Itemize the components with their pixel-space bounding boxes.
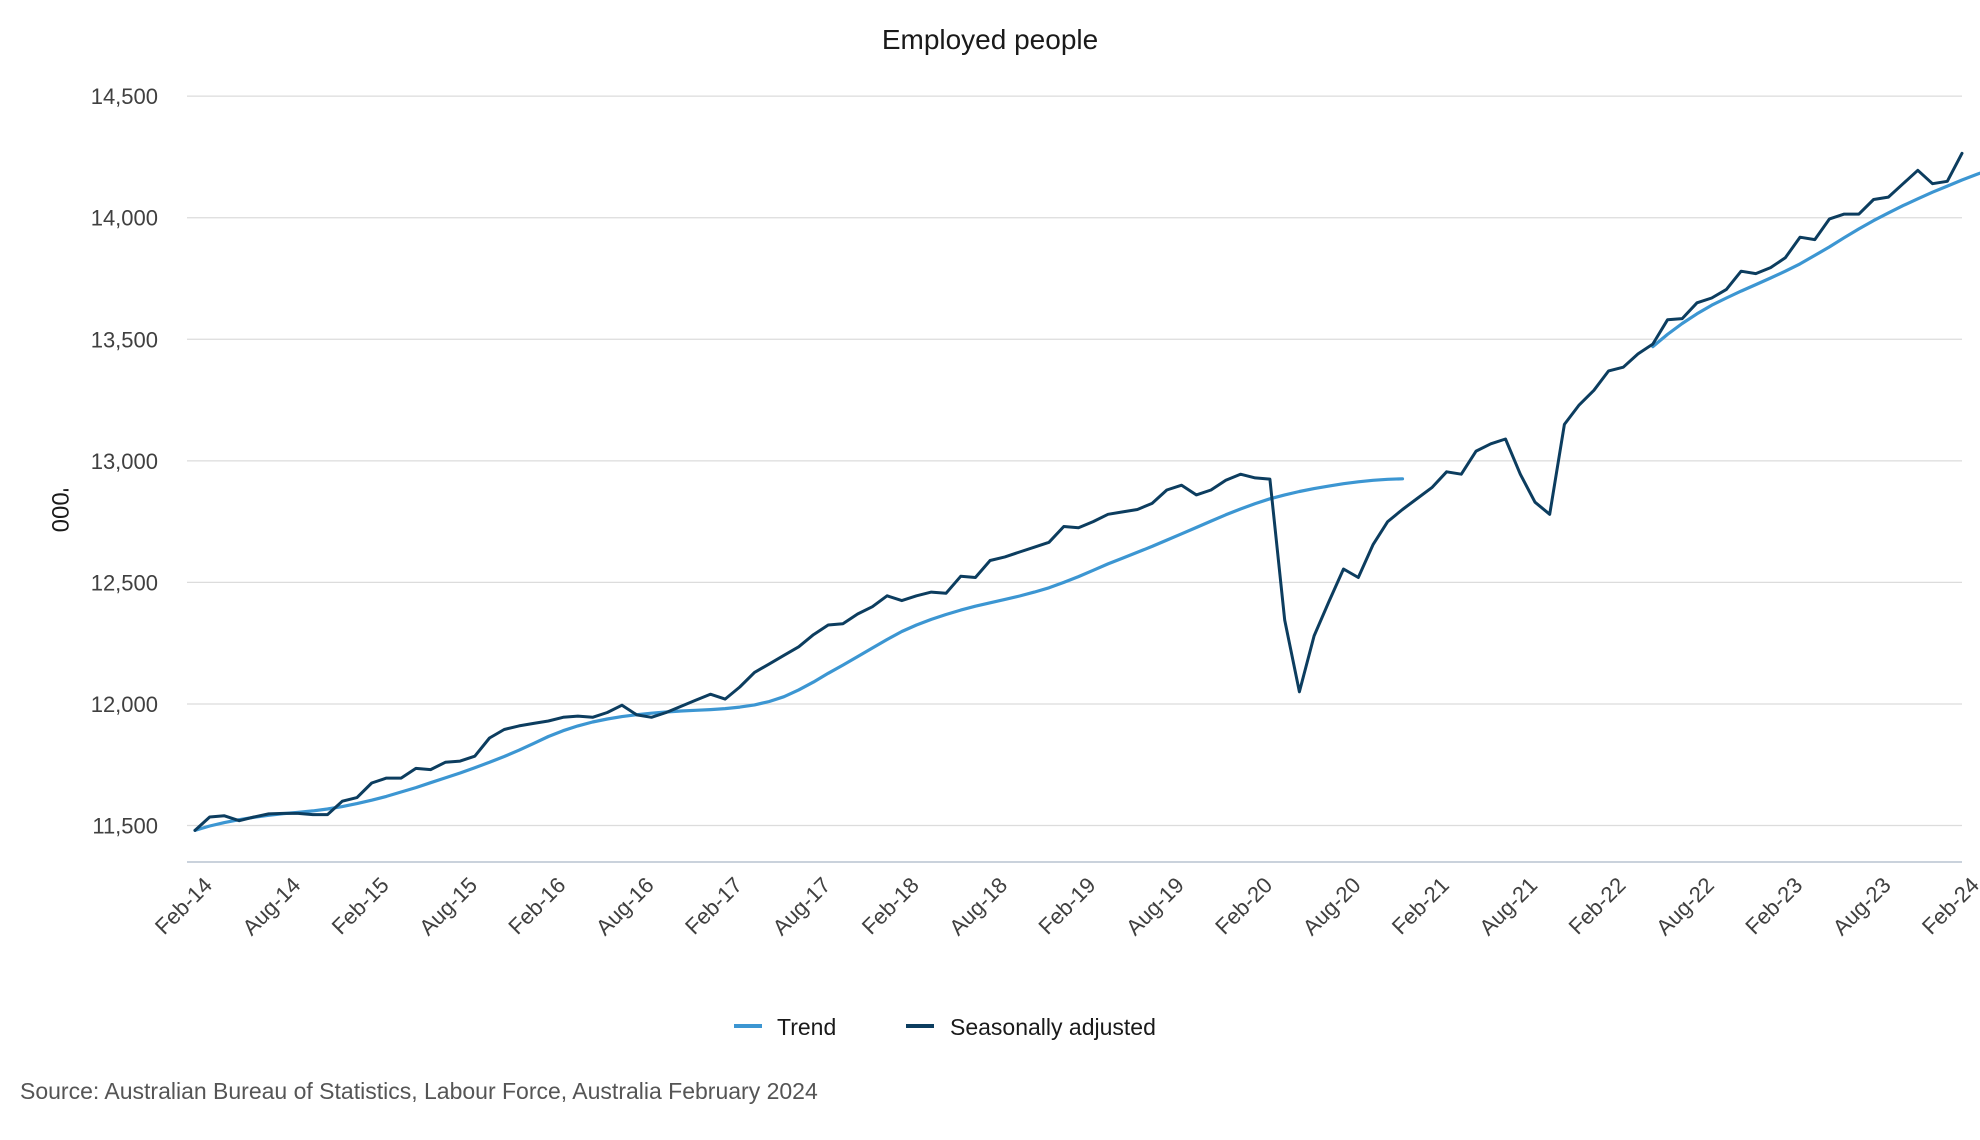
y-tick-label: 11,500	[92, 814, 158, 839]
series-line	[193, 151, 1964, 832]
series-line	[1651, 171, 1980, 349]
x-tick: Feb-17	[680, 872, 747, 939]
x-tick-label: Feb-24	[1917, 872, 1980, 939]
x-tick-label: Feb-14	[150, 872, 217, 939]
x-tick: Feb-21	[1387, 872, 1454, 939]
x-tick-label: Aug-21	[1474, 872, 1542, 940]
x-tick: Feb-19	[1034, 872, 1101, 939]
y-tick-label: 13,500	[91, 327, 158, 352]
x-tick: Feb-14	[150, 872, 217, 939]
x-tick: Feb-24	[1917, 872, 1980, 939]
x-tick-label: Feb-16	[503, 872, 570, 939]
x-tick-label: Aug-15	[414, 872, 482, 940]
legend-label: Seasonally adjusted	[950, 1014, 1156, 1040]
x-tick-label: Feb-18	[857, 872, 924, 939]
y-tick-label: 12,500	[91, 570, 158, 595]
series-line	[193, 477, 1405, 833]
y-axis-label: '000	[46, 488, 73, 533]
x-tick: Aug-20	[1298, 872, 1366, 940]
x-tick: Aug-15	[414, 872, 482, 940]
x-tick-label: Aug-14	[237, 872, 305, 940]
x-tick: Feb-16	[503, 872, 570, 939]
x-tick-label: Feb-19	[1034, 872, 1101, 939]
x-tick: Aug-23	[1828, 872, 1896, 940]
x-tick: Feb-18	[857, 872, 924, 939]
y-tick-label: 12,000	[91, 692, 158, 717]
x-tick-label: Feb-15	[327, 872, 394, 939]
y-tick-label: 14,500	[91, 84, 158, 109]
y-tick-label: 14,000	[91, 206, 158, 231]
legend-item: Seasonally adjusted	[906, 1014, 1156, 1040]
x-tick-label: Feb-21	[1387, 872, 1454, 939]
x-tick: Feb-15	[327, 872, 394, 939]
x-tick: Feb-22	[1564, 872, 1631, 939]
x-tick: Feb-23	[1740, 872, 1807, 939]
x-tick: Aug-22	[1651, 872, 1719, 940]
legend-label: Trend	[777, 1014, 836, 1040]
x-axis-ticks: Feb-14 Aug-14 Feb-15 Aug-15 Feb-16 Aug-16 Feb-…	[150, 872, 1980, 940]
legend-item: Trend	[734, 1014, 836, 1040]
chart-title: Employed people	[882, 24, 1098, 55]
x-tick: Aug-19	[1121, 872, 1189, 940]
x-tick-label: Feb-17	[680, 872, 747, 939]
gridlines	[187, 95, 1962, 827]
series-lines	[193, 151, 1980, 833]
x-tick: Aug-14	[237, 872, 305, 940]
legend: Trend Seasonally adjusted	[734, 1014, 1156, 1040]
x-tick: Aug-16	[591, 872, 659, 940]
series-trend	[193, 171, 1980, 833]
x-tick-label: Aug-17	[768, 872, 836, 940]
x-tick-label: Feb-22	[1564, 872, 1631, 939]
x-tick-label: Aug-23	[1828, 872, 1896, 940]
x-tick-label: Aug-18	[944, 872, 1012, 940]
x-tick-label: Feb-23	[1740, 872, 1807, 939]
x-tick-label: Aug-20	[1298, 872, 1366, 940]
x-tick-label: Aug-16	[591, 872, 659, 940]
x-tick: Aug-17	[768, 872, 836, 940]
series-seasonally-adjusted	[193, 151, 1964, 832]
source-note: Source: Australian Bureau of Statistics,…	[20, 1078, 818, 1104]
x-tick-label: Feb-20	[1210, 872, 1277, 939]
y-axis-ticks: 11,500 12,000 12,500 13,000 13,500 14,000 14,5…	[91, 84, 158, 838]
x-tick: Aug-18	[944, 872, 1012, 940]
y-tick-label: 13,000	[91, 449, 158, 474]
x-tick: Feb-20	[1210, 872, 1277, 939]
x-tick: Aug-21	[1474, 872, 1542, 940]
x-tick-label: Aug-19	[1121, 872, 1189, 940]
x-tick-label: Aug-22	[1651, 872, 1719, 940]
